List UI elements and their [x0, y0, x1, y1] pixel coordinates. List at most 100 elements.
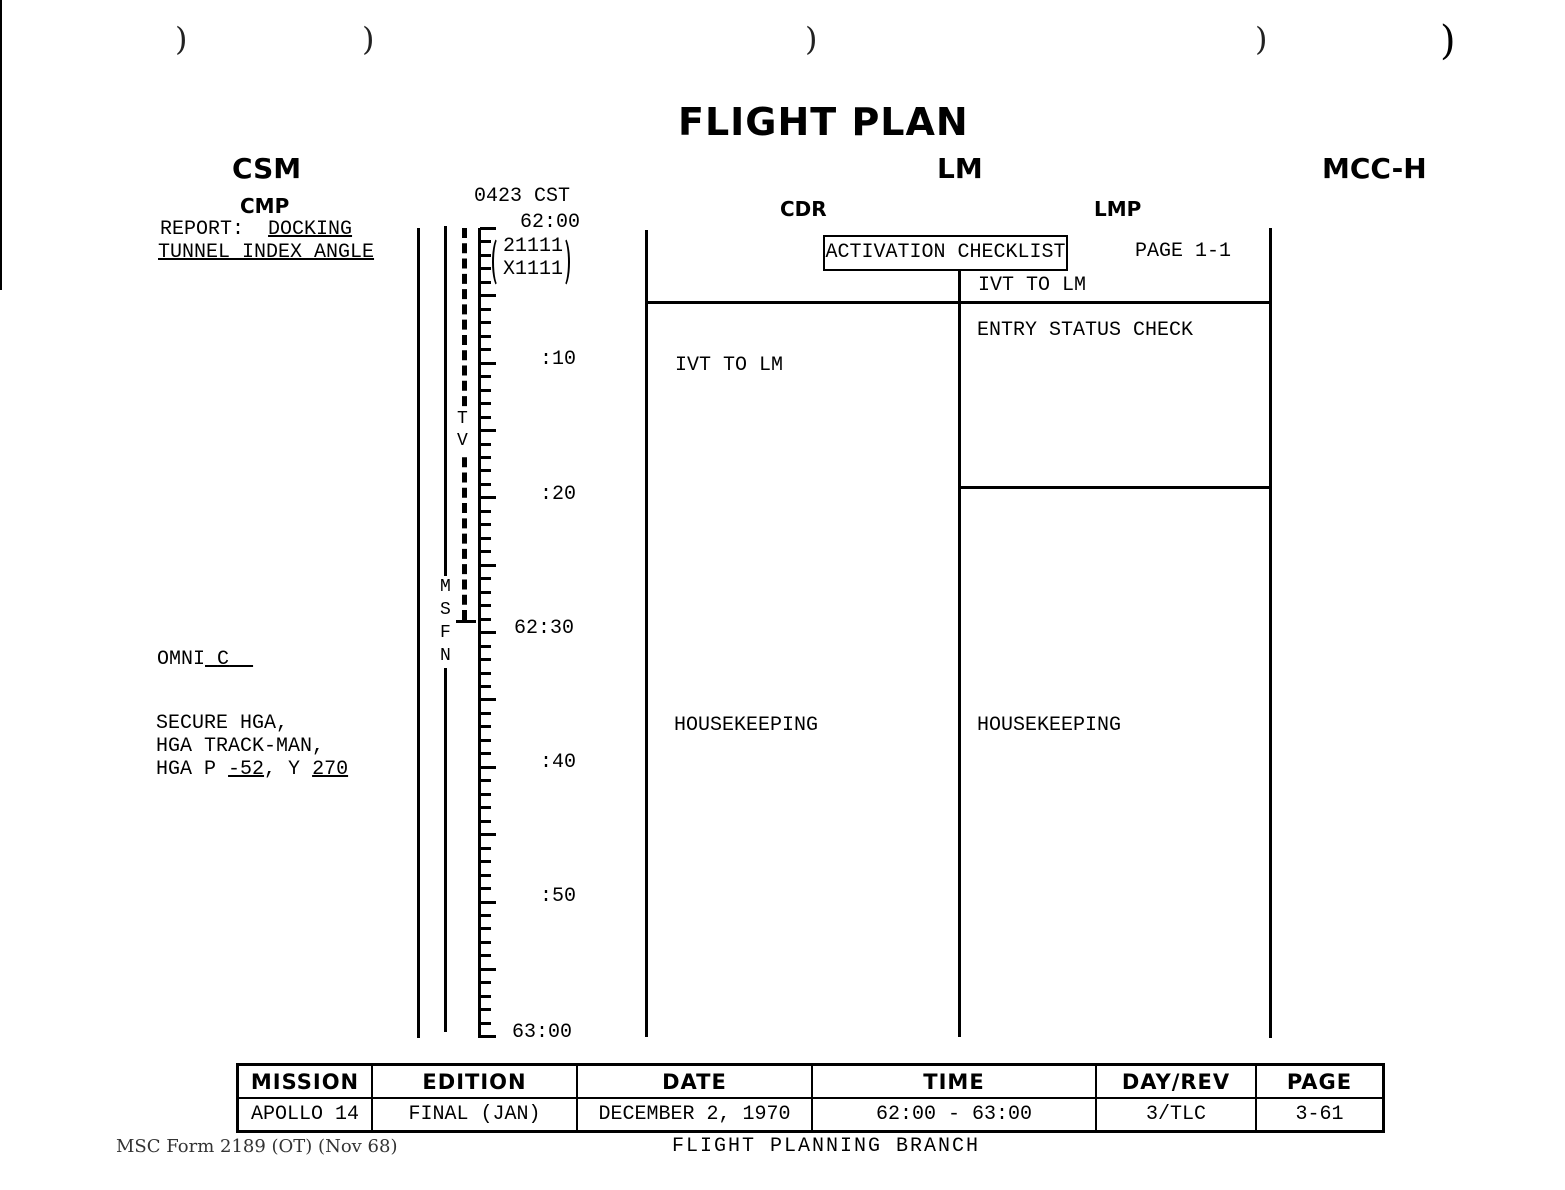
time-tick	[480, 913, 491, 917]
msfn-bar-top	[444, 226, 447, 576]
time-tick	[480, 658, 491, 662]
time-tick	[480, 536, 491, 540]
hga-line1: SECURE HGA,	[156, 712, 289, 735]
time-tick	[480, 253, 491, 257]
header-page: PAGE	[1255, 1063, 1385, 1099]
time-tick	[480, 887, 491, 891]
time-tick	[480, 388, 491, 392]
hga-p-value: -52	[228, 758, 265, 781]
page-title: FLIGHT PLAN	[678, 100, 969, 144]
time-tick	[480, 307, 491, 311]
form-number: MSC Form 2189 (OT) (Nov 68)	[116, 1136, 398, 1157]
cst-label: 0423 CST	[474, 185, 571, 208]
lmp-ivt: IVT TO LM	[978, 274, 1087, 297]
time-tick	[480, 563, 496, 567]
time-tick	[480, 725, 491, 729]
time-label: 62:00	[520, 211, 581, 234]
time-tick	[480, 1008, 491, 1012]
time-tick	[480, 644, 491, 648]
time-tick	[480, 940, 491, 944]
time-axis	[478, 228, 481, 1038]
tv-label: TV	[457, 408, 469, 452]
footer-header-row: MISSION EDITION DATE TIME DAY/REV PAGE	[236, 1063, 1385, 1099]
msfn-label: MSFN	[440, 577, 451, 666]
omni-value: C	[217, 648, 230, 671]
time-tick	[480, 631, 496, 635]
time-tick	[480, 429, 496, 433]
time-label: 62:30	[514, 617, 575, 640]
time-label: :10	[540, 348, 577, 371]
time-tick	[480, 698, 496, 702]
value-edition: FINAL (JAN)	[371, 1097, 578, 1133]
report-docking: DOCKING	[268, 218, 353, 241]
time-tick	[480, 375, 491, 379]
hga-y-value: 270	[312, 758, 349, 781]
time-tick	[480, 738, 491, 742]
msfn-bar-bottom	[444, 668, 447, 1032]
value-mission: APOLLO 14	[236, 1097, 373, 1133]
time-tick	[480, 860, 491, 864]
time-tick	[480, 711, 491, 715]
time-tick	[480, 577, 491, 581]
time-tick	[480, 227, 496, 230]
section-mcc: MCC-H	[1322, 152, 1427, 185]
time-tick	[480, 806, 491, 810]
time-tick	[480, 442, 491, 446]
crew-cdr: CDR	[780, 197, 827, 221]
value-time: 62:00 - 63:00	[811, 1097, 1097, 1133]
lmp-column-line	[958, 270, 961, 1037]
time-tick	[480, 361, 496, 365]
lmp-housekeeping: HOUSEKEEPING	[977, 714, 1122, 737]
time-tick	[480, 267, 491, 271]
branch-label: FLIGHT PLANNING BRANCH	[672, 1135, 981, 1158]
time-tick	[480, 792, 491, 796]
report-line2: TUNNEL INDEX ANGLE	[158, 241, 375, 264]
time-tick	[480, 684, 491, 688]
time-tick	[480, 954, 491, 958]
time-tick	[480, 617, 491, 621]
lm-right-line	[1269, 228, 1272, 1038]
time-tick	[480, 671, 491, 675]
hga-line3: HGA P -52, Y 270	[156, 759, 348, 781]
time-tick	[480, 334, 491, 338]
time-tick	[480, 415, 491, 419]
tv-bar-end	[456, 620, 476, 623]
ivt-divider	[647, 301, 1271, 304]
binder-mark: )	[805, 20, 818, 58]
page-ref: PAGE 1-1	[1135, 240, 1232, 263]
time-tick	[480, 482, 491, 486]
time-tick	[480, 873, 491, 877]
time-tick	[480, 819, 491, 823]
omni-prefix: OMNI	[157, 648, 206, 671]
time-tick	[480, 833, 496, 837]
report-prefix: REPORT:	[160, 218, 245, 241]
time-tick	[480, 523, 491, 527]
time-tick	[480, 469, 491, 473]
header-time: TIME	[811, 1063, 1097, 1099]
cdr-housekeeping: HOUSEKEEPING	[674, 714, 819, 737]
time-tick	[480, 280, 491, 284]
coverage-bar	[417, 228, 420, 1038]
time-tick	[480, 509, 491, 513]
value-date: DECEMBER 2, 1970	[576, 1097, 813, 1133]
binder-mark: )	[175, 20, 188, 58]
header-mission: MISSION	[236, 1063, 373, 1099]
hga-line2: HGA TRACK-MAN,	[156, 735, 325, 758]
value-dayrev: 3/TLC	[1095, 1097, 1257, 1133]
cdr-column-line	[645, 230, 648, 1037]
page-edge	[0, 0, 2, 290]
binder-mark: )	[362, 20, 375, 58]
hga-p-prefix: HGA P	[156, 758, 217, 781]
binder-mark: )	[1255, 20, 1268, 58]
section-lm: LM	[937, 152, 983, 185]
header-date: DATE	[576, 1063, 813, 1099]
omni-note: OMNI C	[157, 649, 253, 671]
footer-value-row: APOLLO 14 FINAL (JAN) DECEMBER 2, 1970 6…	[236, 1097, 1385, 1133]
time-tick	[480, 240, 491, 244]
header-edition: EDITION	[371, 1063, 578, 1099]
time-tick	[480, 900, 496, 904]
time-tick	[480, 765, 496, 769]
time-tick	[480, 1021, 491, 1025]
time-tick	[480, 455, 491, 459]
crew-lmp: LMP	[1094, 197, 1142, 221]
